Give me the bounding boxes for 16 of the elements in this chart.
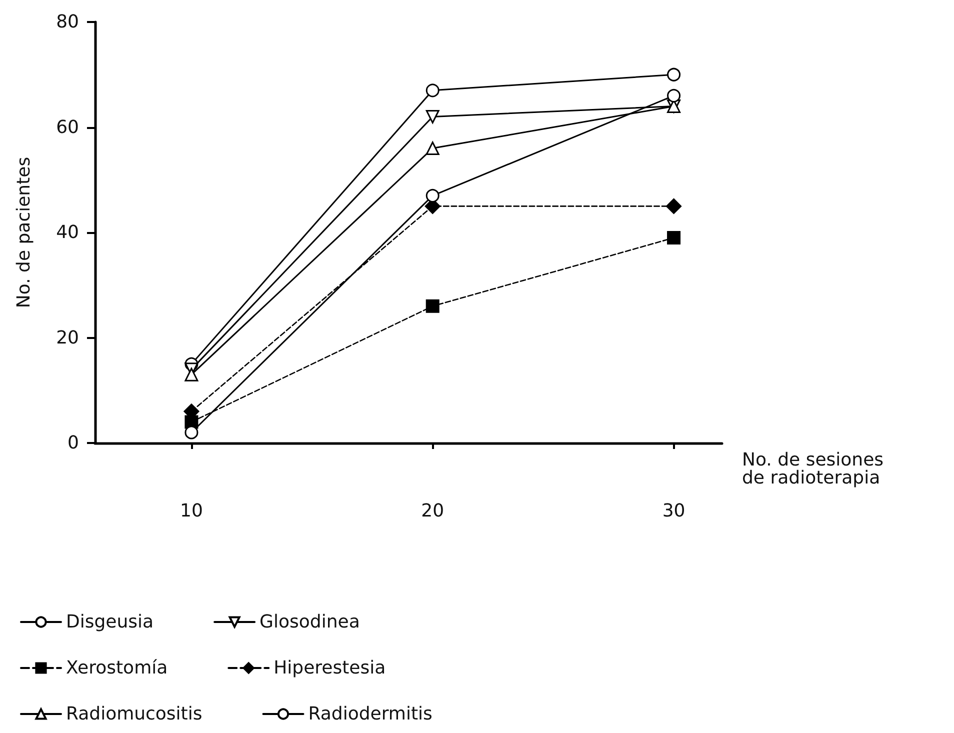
y-tick-label: 20 bbox=[56, 327, 79, 348]
y-tick-label: 80 bbox=[56, 12, 79, 32]
x-axis-title: No. de sesiones de radioterapia bbox=[742, 450, 884, 488]
y-tick-label: 60 bbox=[56, 116, 79, 138]
y-tick-label: 0 bbox=[68, 432, 79, 454]
legend-label: Hiperestesia bbox=[274, 658, 386, 678]
legend-label: Radiomucositis bbox=[66, 704, 202, 724]
legend-label: Disgeusia bbox=[66, 612, 154, 632]
y-axis-title: No. de pacientes bbox=[14, 156, 34, 308]
x-tick-label: 30 bbox=[662, 500, 686, 522]
x-tick-label: 20 bbox=[421, 500, 444, 522]
legend-label: Xerostomía bbox=[66, 658, 168, 678]
legend-label: Radiodermitis bbox=[308, 704, 432, 724]
y-tick-label: 40 bbox=[56, 222, 79, 243]
legend-label: Glosodinea bbox=[260, 612, 360, 632]
x-tick-label: 10 bbox=[180, 500, 203, 522]
